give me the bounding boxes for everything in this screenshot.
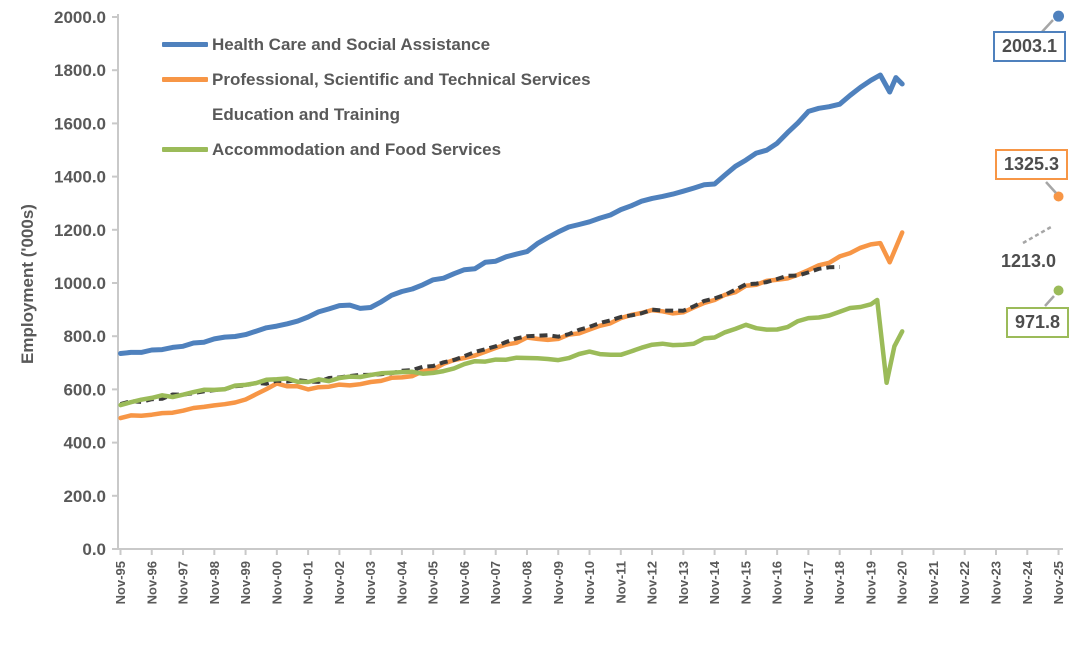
y-tick-label: 1200.0 (54, 221, 106, 240)
x-tick-label: Nov-95 (113, 561, 128, 604)
forecast-label-accommodation: 971.8 (1006, 307, 1070, 338)
legend-label-health-care: Health Care and Social Assistance (212, 34, 491, 54)
legend-item-health-care: Health Care and Social Assistance (162, 27, 591, 62)
x-tick-label: Nov-15 (738, 561, 753, 604)
legend-swatch-professional (162, 77, 208, 82)
x-tick-label: Nov-21 (926, 561, 941, 604)
series-line-0 (118, 72, 905, 356)
x-tick-label: Nov-99 (238, 561, 253, 604)
y-axis-title: Employment ('000s) (18, 204, 37, 364)
x-tick-label: Nov-98 (207, 561, 222, 604)
leader-line-2 (1022, 225, 1052, 245)
y-tick-label: 200.0 (63, 487, 106, 506)
leader-line-3 (1044, 295, 1055, 307)
series-line-3 (118, 297, 905, 408)
y-tick-label: 1000.0 (54, 274, 106, 293)
leader-line-0 (1040, 19, 1054, 34)
y-tick-label: 400.0 (63, 434, 106, 453)
y-tick-label: 1800.0 (54, 61, 106, 80)
forecast-dot-3 (1053, 285, 1064, 296)
y-tick-label: 600.0 (63, 380, 106, 399)
legend-item-education: Education and Training (162, 97, 591, 132)
x-tick-label: Nov-17 (801, 561, 816, 604)
legend-item-professional: Professional, Scientific and Technical S… (162, 62, 591, 97)
x-tick-label: Nov-25 (1051, 561, 1066, 604)
legend-label-education: Education and Training (212, 104, 400, 124)
legend-item-accommodation: Accommodation and Food Services (162, 132, 591, 167)
y-tick-label: 1600.0 (54, 114, 106, 133)
legend-swatch-accommodation (162, 147, 208, 152)
x-tick-label: Nov-06 (457, 561, 472, 604)
leader-line-1 (1045, 181, 1057, 194)
x-tick-label: Nov-05 (426, 561, 441, 604)
x-tick-label: Nov-08 (519, 561, 534, 604)
y-tick-label: 2000.0 (54, 8, 106, 27)
x-tick-label: Nov-07 (488, 561, 503, 604)
y-tick-label: 800.0 (63, 327, 106, 346)
legend-label-accommodation: Accommodation and Food Services (212, 139, 502, 159)
x-tick-label: Nov-04 (394, 560, 409, 604)
x-tick-label: Nov-18 (832, 561, 847, 604)
series-line-1 (118, 230, 905, 421)
y-tick-label: 1400.0 (54, 168, 106, 187)
x-tick-label: Nov-20 (895, 561, 910, 604)
y-tick-label: 0.0 (82, 540, 106, 559)
x-tick-label: Nov-02 (332, 561, 347, 604)
forecast-label-health-care: 2003.1 (993, 31, 1067, 62)
x-tick-label: Nov-00 (269, 561, 284, 604)
x-tick-label: Nov-03 (363, 561, 378, 604)
x-tick-label: Nov-97 (176, 561, 191, 604)
x-tick-label: Nov-10 (582, 561, 597, 604)
x-tick-label: Nov-24 (1020, 560, 1035, 604)
x-tick-label: Nov-96 (144, 561, 159, 604)
x-tick-label: Nov-23 (989, 561, 1004, 604)
x-tick-label: Nov-22 (957, 561, 972, 604)
forecast-dot-0 (1053, 10, 1065, 22)
forecast-label-professional: 1325.3 (995, 149, 1069, 180)
legend-label-professional: Professional, Scientific and Technical S… (212, 69, 591, 89)
x-tick-label: Nov-09 (551, 561, 566, 604)
x-tick-label: Nov-01 (301, 561, 316, 604)
legend: Health Care and Social Assistance Profes… (162, 27, 591, 167)
legend-swatch-health-care (162, 42, 208, 47)
x-tick-label: Nov-11 (613, 561, 628, 604)
x-tick-label: Nov-14 (707, 560, 722, 604)
x-tick-label: Nov-19 (863, 561, 878, 604)
x-tick-label: Nov-13 (676, 561, 691, 604)
forecast-dot-1 (1053, 191, 1064, 202)
x-tick-label: Nov-12 (645, 561, 660, 604)
x-tick-label: Nov-16 (770, 561, 785, 604)
forecast-label-education: 1213.0 (1001, 251, 1057, 271)
